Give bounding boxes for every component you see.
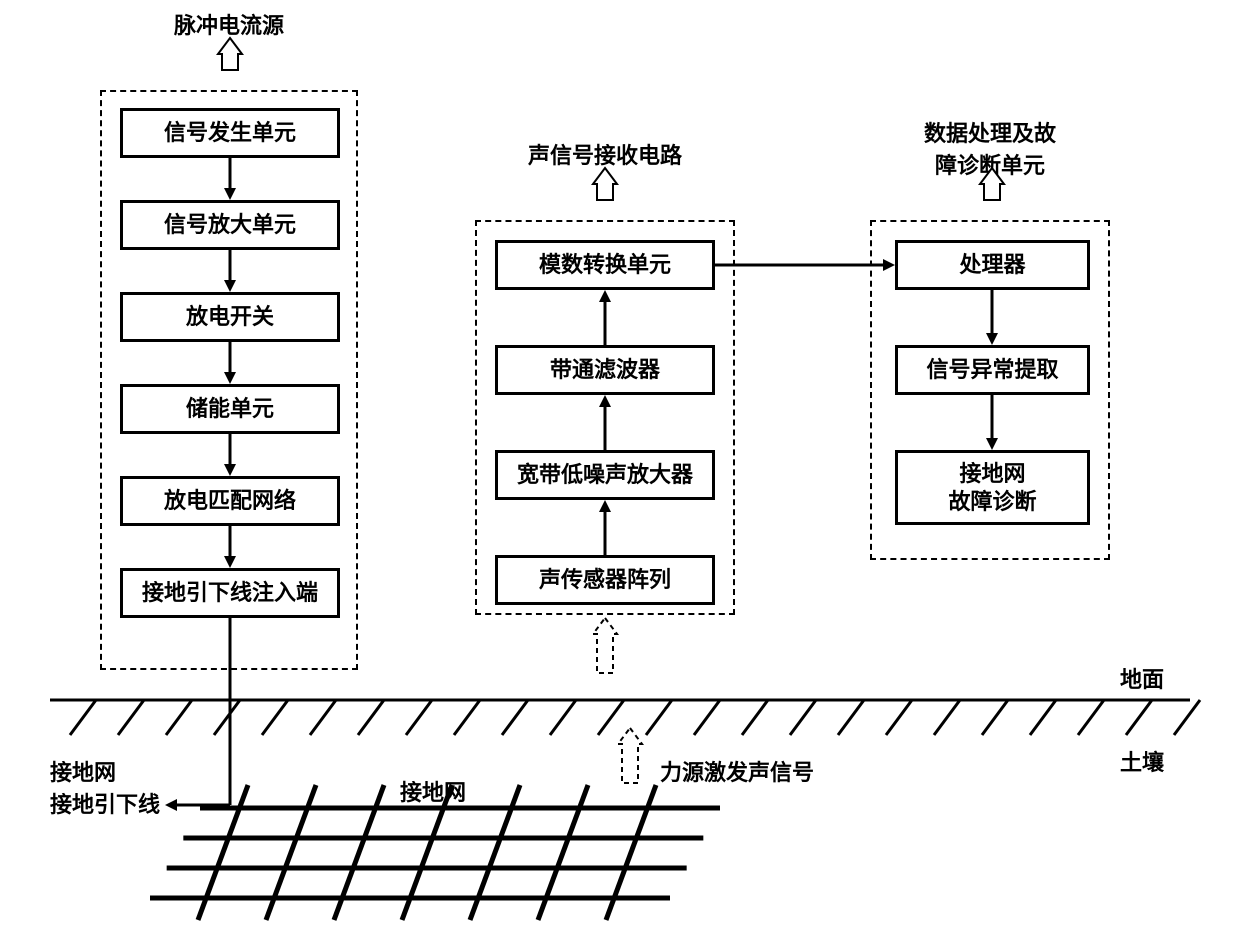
box-sig-gen: 信号发生单元: [120, 108, 340, 158]
box-storage: 储能单元: [120, 384, 340, 434]
box-adc: 模数转换单元: [495, 240, 715, 290]
label-downlead: 接地网 接地引下线: [50, 755, 160, 819]
box-lna: 宽带低噪声放大器: [495, 450, 715, 500]
label-force-signal: 力源激发声信号: [660, 755, 814, 787]
box-inject: 接地引下线注入端: [120, 568, 340, 618]
title-pulse-source: 脉冲电流源: [174, 8, 284, 40]
title-data-proc: 数据处理及故 障诊断单元: [924, 116, 1056, 180]
box-bpf: 带通滤波器: [495, 345, 715, 395]
box-anomaly: 信号异常提取: [895, 345, 1090, 395]
diagram-canvas: 脉冲电流源 声信号接收电路 数据处理及故 障诊断单元 信号发生单元 信号放大单元…: [0, 0, 1240, 927]
label-grid-net: 接地网: [400, 775, 466, 807]
box-cpu: 处理器: [895, 240, 1090, 290]
box-match-net: 放电匹配网络: [120, 476, 340, 526]
title-acoustic-rx: 声信号接收电路: [528, 138, 682, 170]
box-discharge: 放电开关: [120, 292, 340, 342]
box-sensor: 声传感器阵列: [495, 555, 715, 605]
label-soil: 土壤: [1120, 745, 1164, 777]
box-sig-amp: 信号放大单元: [120, 200, 340, 250]
label-ground-surface: 地面: [1120, 662, 1164, 694]
box-diag: 接地网 故障诊断: [895, 450, 1090, 525]
